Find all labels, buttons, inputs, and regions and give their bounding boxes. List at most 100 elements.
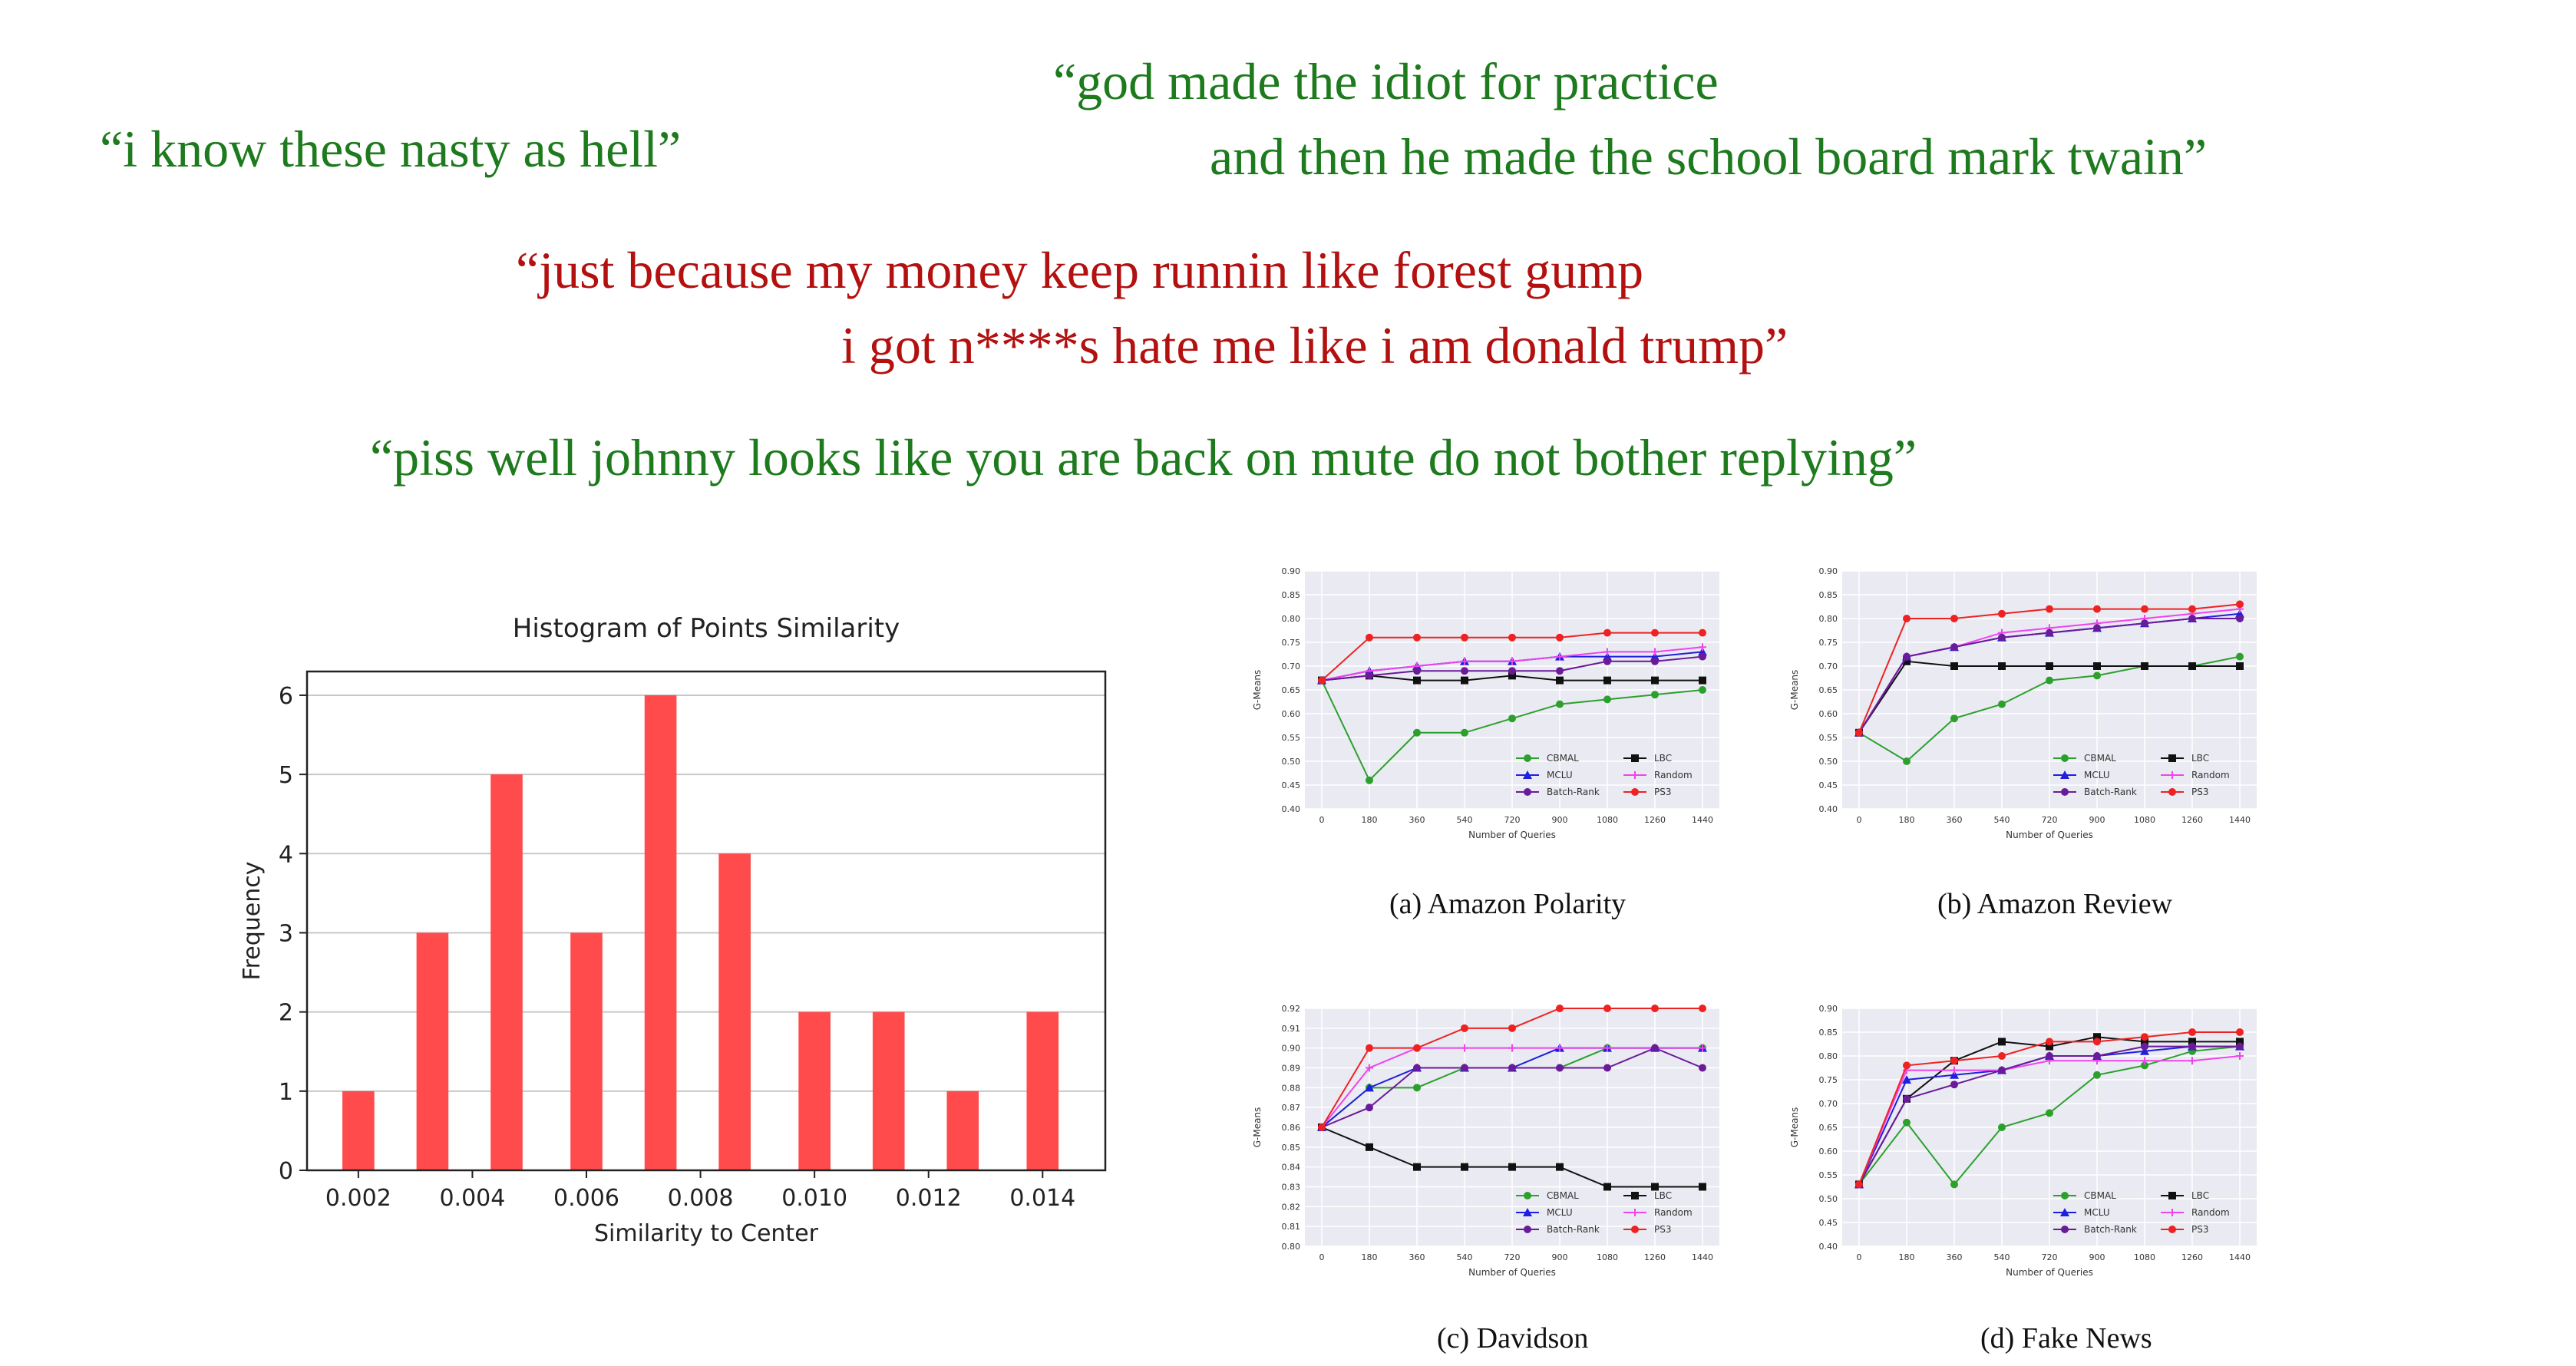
legend-marker <box>2061 1192 2069 1199</box>
y-tick-label: 0.70 <box>1819 1099 1838 1109</box>
legend-marker <box>1631 1226 1639 1233</box>
y-tick-label: 0.84 <box>1282 1163 1301 1173</box>
y-tick-label: 0.80 <box>1819 1051 1838 1061</box>
y-tick-label: 0.50 <box>1282 757 1301 767</box>
legend-label: LBC <box>1654 1190 1672 1201</box>
legend-label: PS3 <box>2191 1224 2209 1235</box>
x-tick-label: 1260 <box>1644 1252 1666 1262</box>
x-tick-label: 180 <box>1899 815 1915 825</box>
data-point <box>1318 1123 1326 1131</box>
y-tick-label: 0.45 <box>1819 780 1838 790</box>
quote-johnny: “piss well johnny looks like you are bac… <box>370 428 1917 487</box>
data-point <box>1699 643 1706 652</box>
y-tick-label: 0.80 <box>1282 614 1301 624</box>
x-tick-label: 0 <box>1319 815 1325 825</box>
data-point <box>1651 1005 1659 1012</box>
data-point <box>1413 1084 1421 1092</box>
data-point <box>2093 1052 2101 1060</box>
data-point <box>2236 652 2244 661</box>
data-point <box>1651 691 1659 699</box>
y-tick-label: 0.55 <box>1819 1170 1838 1180</box>
data-point <box>1556 1005 1564 1012</box>
data-point <box>1903 1118 1911 1127</box>
y-tick-label: 5 <box>279 762 293 789</box>
x-tick-label: 180 <box>1899 1252 1915 1262</box>
data-point <box>1699 1044 1706 1052</box>
data-point <box>1366 1104 1373 1112</box>
data-point <box>2188 615 2196 622</box>
data-point <box>2188 1038 2196 1046</box>
legend-marker <box>1631 754 1639 762</box>
y-tick-label: 0.88 <box>1282 1083 1301 1093</box>
x-axis-label: Number of Queries <box>1468 1267 1556 1278</box>
legend-marker <box>2168 754 2176 762</box>
x-tick-label: 0 <box>1857 815 1862 825</box>
legend-marker <box>2061 1226 2069 1233</box>
chart-title: Histogram of Points Similarity <box>513 613 900 644</box>
data-point <box>1699 1064 1706 1072</box>
histogram-bar <box>490 774 523 1170</box>
data-point <box>1998 609 2006 618</box>
x-tick-label: 0 <box>1857 1252 1862 1262</box>
data-point <box>1461 1163 1468 1171</box>
data-point <box>1461 633 1468 642</box>
y-tick-label: 0.60 <box>1819 709 1838 719</box>
data-point <box>1903 652 1911 661</box>
data-point <box>2236 1038 2244 1046</box>
data-point <box>1556 1163 1564 1171</box>
legend-marker <box>1631 771 1639 779</box>
data-point <box>2093 1071 2101 1079</box>
x-tick-label: 360 <box>1409 815 1425 825</box>
y-tick-label: 0.65 <box>1819 685 1838 695</box>
data-point <box>1603 1183 1611 1191</box>
data-point <box>1603 1044 1611 1052</box>
legend-label: Batch-Rank <box>1547 787 1600 797</box>
y-tick-label: 4 <box>279 841 293 868</box>
data-point <box>1603 629 1611 637</box>
data-point <box>2046 1042 2053 1051</box>
data-point <box>1699 629 1706 637</box>
legend-marker <box>1524 788 1531 796</box>
legend-label: Random <box>1654 1207 1693 1218</box>
data-point <box>2046 605 2053 613</box>
data-point <box>1699 652 1706 661</box>
y-tick-label: 0.40 <box>1282 804 1301 814</box>
y-tick-label: 0.92 <box>1282 1004 1301 1014</box>
quote-idiot-line2: and then he made the school board mark t… <box>1210 127 2208 186</box>
x-tick-label: 1080 <box>1597 1252 1618 1262</box>
quote-forest-gump-line2: i got n****s hate me like i am donald tr… <box>841 316 1788 374</box>
y-tick-label: 0.70 <box>1819 662 1838 671</box>
y-tick-label: 0.82 <box>1282 1202 1301 1212</box>
y-tick-label: 0.85 <box>1819 1028 1838 1038</box>
legend-marker <box>2168 771 2176 779</box>
histogram-bar <box>644 695 677 1170</box>
data-point <box>1461 667 1468 675</box>
data-point <box>1699 686 1706 694</box>
y-axis-label: G-Means <box>1789 670 1800 711</box>
x-tick-label: 180 <box>1362 1252 1378 1262</box>
x-tick-label: 1080 <box>1597 815 1618 825</box>
y-tick-label: 0.87 <box>1282 1103 1301 1113</box>
x-tick-label: 0.014 <box>1009 1185 1075 1212</box>
legend-label: PS3 <box>2191 787 2209 797</box>
x-tick-label: 360 <box>1947 815 1963 825</box>
legend-label: CBMAL <box>1547 1190 1579 1201</box>
legend-marker <box>2060 1208 2069 1216</box>
data-point <box>2046 676 2053 685</box>
x-axis-label: Number of Queries <box>2006 1267 2093 1278</box>
data-point <box>2236 1052 2244 1060</box>
x-tick-label: 0.010 <box>781 1185 847 1212</box>
x-tick-label: 1440 <box>2229 815 2251 825</box>
y-tick-label: 0.85 <box>1282 1143 1301 1153</box>
y-tick-label: 1 <box>279 1079 293 1106</box>
data-point <box>1950 643 1958 652</box>
histogram-bar <box>946 1090 979 1170</box>
y-tick-label: 0.45 <box>1282 780 1301 790</box>
data-point <box>1603 1064 1611 1072</box>
legend-marker <box>1524 1226 1531 1233</box>
x-tick-label: 900 <box>2089 1252 2105 1262</box>
data-point <box>1508 1024 1516 1032</box>
y-axis-label: G-Means <box>1789 1107 1800 1148</box>
x-axis-label: Number of Queries <box>2006 830 2093 840</box>
data-point <box>1950 1057 1958 1065</box>
